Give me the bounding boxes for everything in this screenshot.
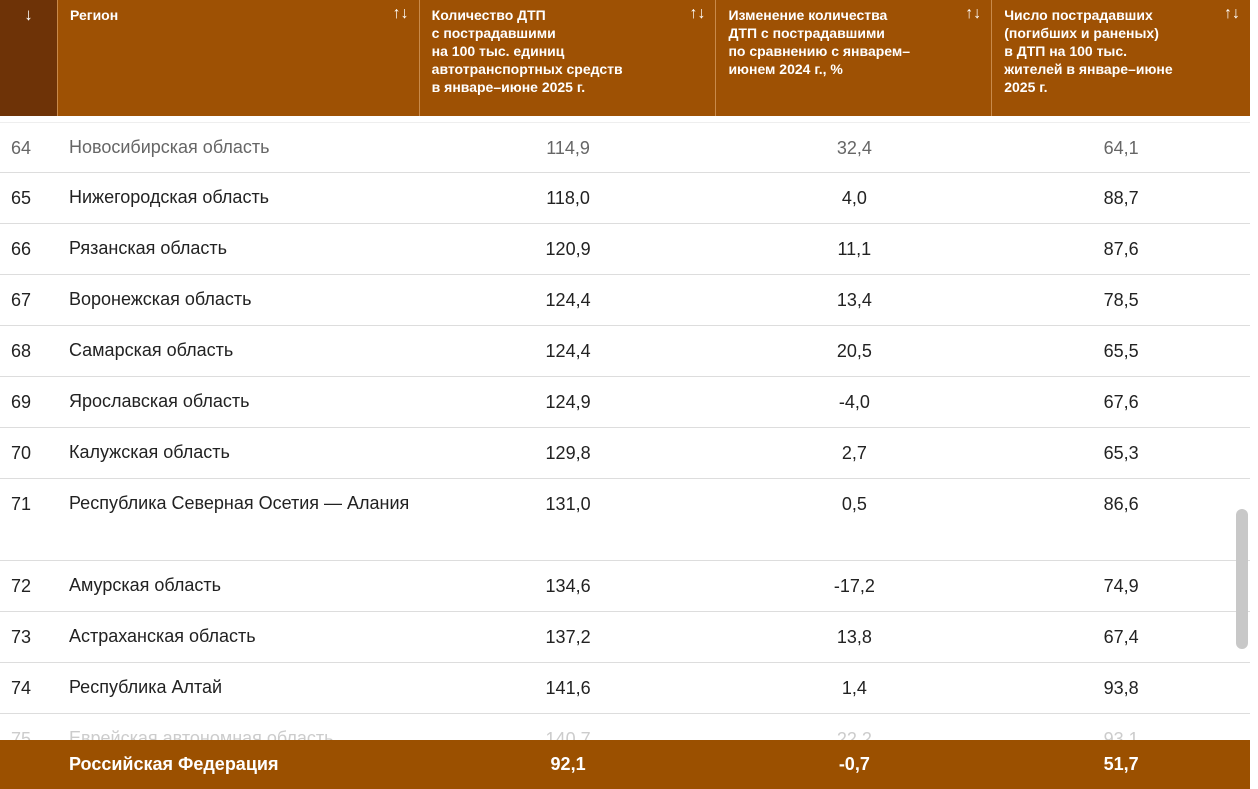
table-row: 72 Амурская область 134,6 -17,2 74,9 [0, 561, 1250, 612]
region-name: Еврейская автономная область [68, 728, 334, 740]
column-label: Регион [69, 7, 119, 23]
accidents-value: 137,2 [545, 627, 591, 647]
change-value: 1,4 [841, 678, 867, 698]
victims-value: 65,3 [1103, 443, 1139, 463]
region-name: Астраханская область [68, 626, 256, 646]
accidents-value: 124,4 [545, 290, 591, 310]
column-label: Изменение количества ДТП с пострадавшими… [728, 7, 911, 77]
row-number: 71 [11, 494, 32, 514]
change-value: 13,8 [836, 627, 872, 647]
total-victims: 51,7 [1103, 754, 1139, 774]
sort-icon[interactable]: ↑↓ [392, 5, 409, 22]
row-number: 70 [11, 443, 32, 463]
victims-value: 65,5 [1103, 341, 1139, 361]
column-header-victims[interactable]: Число пострадавших (погибших и раненых) … [992, 0, 1250, 116]
victims-value: 88,7 [1103, 188, 1139, 208]
column-header-change[interactable]: Изменение количества ДТП с пострадавшими… [716, 0, 993, 116]
accidents-value: 129,8 [545, 443, 591, 463]
table-row: 65 Нижегородская область 118,0 4,0 88,7 [0, 173, 1250, 224]
total-change: -0,7 [838, 754, 870, 774]
sort-direction-button[interactable]: ↓ [0, 0, 58, 116]
row-number: 65 [11, 188, 32, 208]
table-row: 68 Самарская область 124,4 20,5 65,5 [0, 326, 1250, 377]
sort-icon[interactable]: ↑↓ [1224, 5, 1241, 22]
change-value: 32,4 [836, 138, 872, 158]
accidents-value: 124,4 [545, 341, 591, 361]
row-number: 69 [11, 392, 32, 412]
column-label: Число пострадавших (погибших и раненых) … [1004, 7, 1173, 95]
table-row: 74 Республика Алтай 141,6 1,4 93,8 [0, 663, 1250, 714]
accidents-value: 134,6 [545, 576, 591, 596]
change-value: -4,0 [838, 392, 870, 412]
accidents-value: 118,0 [546, 188, 590, 208]
accidents-value: 120,9 [545, 239, 591, 259]
sort-icon[interactable]: ↑↓ [689, 5, 706, 22]
accidents-value: 140,7 [545, 729, 591, 740]
accidents-value: 141,6 [545, 678, 591, 698]
total-region: Российская Федерация [69, 754, 279, 774]
table-body: 64 Новосибирская область 114,9 32,4 64,1 65 Ни… [0, 122, 1250, 740]
row-number: 72 [11, 576, 32, 596]
accidents-value: 124,9 [545, 392, 591, 412]
region-name: Самарская область [68, 340, 234, 360]
change-value: 0,5 [841, 494, 867, 514]
table-row: 71 Республика Северная Осетия — Алания 131… [0, 479, 1250, 561]
total-row: Российская Федерация 92,1 -0,7 51,7 [0, 740, 1250, 789]
change-value: 13,4 [836, 290, 872, 310]
victims-value: 78,5 [1103, 290, 1139, 310]
victims-value: 74,9 [1103, 576, 1139, 596]
region-name: Рязанская область [68, 238, 228, 258]
change-value: 4,0 [841, 188, 867, 208]
arrow-down-icon: ↓ [24, 5, 33, 24]
table-row: 67 Воронежская область 124,4 13,4 78,5 [0, 275, 1250, 326]
victims-value: 86,6 [1103, 494, 1139, 514]
scrollbar[interactable] [1236, 509, 1248, 649]
region-name: Калужская область [68, 442, 230, 462]
region-name: Республика Северная Осетия — Алания [68, 493, 410, 513]
row-number: 74 [11, 678, 32, 698]
row-number: 66 [11, 239, 32, 259]
region-name: Новосибирская область [68, 137, 270, 157]
change-value: 11,1 [837, 239, 872, 259]
victims-value: 64,1 [1103, 138, 1139, 158]
total-accidents: 92,1 [550, 754, 586, 774]
region-name: Воронежская область [68, 289, 252, 309]
table-row: 73 Астраханская область 137,2 13,8 67,4 [0, 612, 1250, 663]
victims-value: 67,4 [1103, 627, 1139, 647]
column-header-accidents[interactable]: Количество ДТП с пострадавшими на 100 ты… [420, 0, 717, 116]
table-row: 70 Калужская область 129,8 2,7 65,3 [0, 428, 1250, 479]
row-number: 68 [11, 341, 32, 361]
region-name: Республика Алтай [68, 677, 223, 697]
table-row: 69 Ярославская область 124,9 -4,0 67,6 [0, 377, 1250, 428]
row-number: 73 [11, 627, 32, 647]
change-value: 22,2 [836, 729, 872, 740]
change-value: -17,2 [833, 576, 875, 596]
victims-value: 87,6 [1103, 239, 1139, 259]
column-label: Количество ДТП с пострадавшими на 100 ты… [431, 7, 623, 95]
table-row: 66 Рязанская область 120,9 11,1 87,6 [0, 224, 1250, 275]
table-header: ↓ Регион ↑↓ Количество ДТП с пострадавшим… [0, 0, 1250, 116]
accidents-value: 131,0 [545, 494, 591, 514]
table-row: 64 Новосибирская область 114,9 32,4 64,1 [0, 122, 1250, 173]
row-number: 64 [11, 138, 32, 158]
column-header-region[interactable]: Регион ↑↓ [58, 0, 420, 116]
victims-value: 93,8 [1103, 678, 1139, 698]
sort-icon[interactable]: ↑↓ [965, 5, 982, 22]
region-name: Нижегородская область [68, 187, 270, 207]
row-number: 75 [11, 729, 32, 740]
region-name: Амурская область [68, 575, 222, 595]
change-value: 20,5 [836, 341, 872, 361]
victims-value: 67,6 [1103, 392, 1139, 412]
accidents-value: 114,9 [546, 138, 590, 158]
region-name: Ярославская область [68, 391, 250, 411]
table-row: 75 Еврейская автономная область 140,7 22,2 9… [0, 714, 1250, 740]
victims-value: 93,1 [1103, 729, 1139, 740]
change-value: 2,7 [841, 443, 867, 463]
row-number: 67 [11, 290, 32, 310]
